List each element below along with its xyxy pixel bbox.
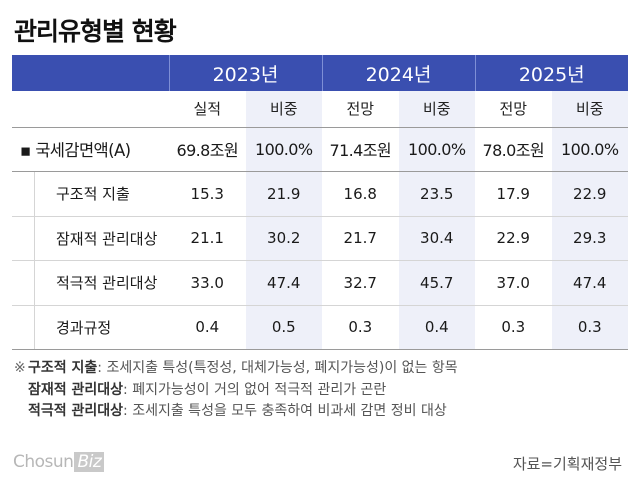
table-cell: 0.3 <box>551 305 628 350</box>
table-row: ▪ 국세감면액(A) 69.8조원 100.0% 71.4조원 100.0% 7… <box>12 127 628 172</box>
sub-header-row: 실적 비중 전망 비중 전망 비중 <box>12 91 628 128</box>
footnote-item: 잠재적 관리대상: 폐지가능성이 거의 없어 적극적 관리가 곤란 <box>14 380 458 402</box>
table-cell: 30.2 <box>245 216 322 261</box>
row-label: 구조적 지출 <box>12 171 169 217</box>
footnote-term: 구조적 지출 <box>28 360 98 376</box>
table-row: 적극적 관리대상 33.0 47.4 32.7 45.7 37.0 47.4 <box>12 260 628 306</box>
header-corner <box>12 55 169 91</box>
page-title: 관리유형별 현황 <box>14 17 177 46</box>
table-cell: 47.4 <box>245 260 322 306</box>
footnotes: ※ 구조적 지출: 조세지출 특성(특정성, 대체가능성, 폐지가능성)이 없는 … <box>14 358 458 423</box>
table-row: 구조적 지출 15.3 21.9 16.8 23.5 17.9 22.9 <box>12 171 628 217</box>
chosunbiz-logo: Chosun Biz <box>13 452 105 472</box>
table-cell: 0.4 <box>398 305 475 350</box>
sub-header-blank <box>12 91 169 128</box>
status-table: 2023년 2024년 2025년 실적 비중 전망 비중 전망 비중 ▪ 국세… <box>12 55 628 350</box>
table-cell: 0.3 <box>322 305 399 350</box>
year-header: 2025년 <box>474 55 628 91</box>
table-cell: 15.3 <box>169 171 246 217</box>
table-cell: 21.9 <box>245 171 322 217</box>
table-cell: 22.9 <box>551 171 628 217</box>
table-cell: 21.7 <box>322 216 399 261</box>
sub-header: 실적 <box>169 91 246 128</box>
table-row: 잠재적 관리대상 21.1 30.2 21.7 30.4 22.9 29.3 <box>12 216 628 261</box>
footnote-item: ※ 구조적 지출: 조세지출 특성(특정성, 대체가능성, 폐지가능성)이 없는 … <box>14 358 458 380</box>
table-cell: 100.0% <box>551 127 628 172</box>
table-cell: 0.5 <box>245 305 322 350</box>
year-header: 2023년 <box>168 55 322 91</box>
footnote-item: 적극적 관리대상: 조세지출 특성을 모두 충족하여 비과세 감면 정비 대상 <box>14 401 458 423</box>
row-label: ▪ 국세감면액(A) <box>12 127 169 172</box>
table-cell: 33.0 <box>169 260 246 306</box>
table-cell: 47.4 <box>551 260 628 306</box>
table-cell: 32.7 <box>322 260 399 306</box>
sub-header: 전망 <box>475 91 552 128</box>
year-header: 2024년 <box>321 55 475 91</box>
sub-header: 비중 <box>245 91 322 128</box>
table-cell: 30.4 <box>398 216 475 261</box>
table-cell: 45.7 <box>398 260 475 306</box>
sub-header: 비중 <box>551 91 628 128</box>
table-cell: 0.3 <box>475 305 552 350</box>
table-cell: 29.3 <box>551 216 628 261</box>
footnote-desc: : 조세지출 특성을 모두 충족하여 비과세 감면 정비 대상 <box>123 403 447 419</box>
table-cell: 100.0% <box>398 127 475 172</box>
row-label: 잠재적 관리대상 <box>12 216 169 261</box>
note-mark: ※ <box>14 360 26 376</box>
table-cell: 0.4 <box>169 305 246 350</box>
row-label: 경과규정 <box>12 305 169 350</box>
table-row: 경과규정 0.4 0.5 0.3 0.4 0.3 0.3 <box>12 305 628 350</box>
table-cell: 37.0 <box>475 260 552 306</box>
table-cell: 23.5 <box>398 171 475 217</box>
table-cell: 16.8 <box>322 171 399 217</box>
table-cell: 71.4조원 <box>322 127 399 172</box>
year-header-row: 2023년 2024년 2025년 <box>12 55 628 91</box>
table-cell: 17.9 <box>475 171 552 217</box>
footnote-desc: : 조세지출 특성(특정성, 대체가능성, 폐지가능성)이 없는 항목 <box>97 360 458 376</box>
logo-accent: Biz <box>74 452 105 472</box>
sub-header: 전망 <box>322 91 399 128</box>
row-label: 적극적 관리대상 <box>12 260 169 306</box>
table-cell: 21.1 <box>169 216 246 261</box>
source-note: 자료=기획재정부 <box>512 455 622 473</box>
table-cell: 22.9 <box>475 216 552 261</box>
footnote-term: 잠재적 관리대상 <box>28 381 124 398</box>
table-cell: 100.0% <box>245 127 322 172</box>
footnote-desc: : 폐지가능성이 거의 없어 적극적 관리가 곤란 <box>123 381 387 398</box>
table-cell: 69.8조원 <box>169 127 246 172</box>
logo-main: Chosun <box>13 452 74 472</box>
footnote-term: 적극적 관리대상 <box>28 403 124 419</box>
table-cell: 78.0조원 <box>475 127 552 172</box>
sub-header: 비중 <box>398 91 475 128</box>
